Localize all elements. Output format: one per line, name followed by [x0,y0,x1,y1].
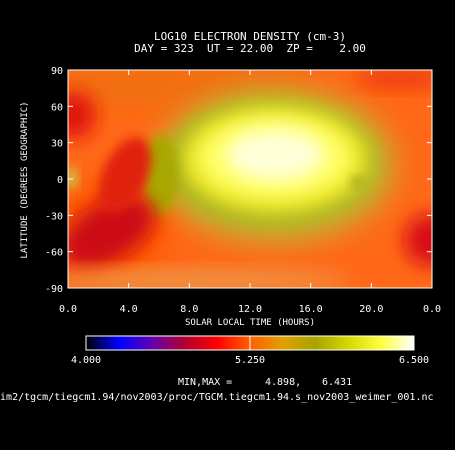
x-tick-label: 12.0 [238,304,262,315]
chart-subtitle: DAY = 323 UT = 22.00 ZP = 2.00 [134,42,366,55]
y-tick-label: -30 [45,211,63,222]
heatmap-olive-spot [350,176,366,188]
y-tick-label: -90 [45,284,63,295]
y-axis-ticks: 90 60 30 0 -30 -60 -90 [45,66,432,295]
x-tick-label: 4.0 [120,304,138,315]
y-tick-label: 60 [51,102,63,113]
max-value: 6.431 [322,377,352,388]
heatmap-peak-core [225,129,325,181]
heatmap-pale-south [68,268,350,288]
x-axis-label: SOLAR LOCAL TIME (HOURS) [185,318,315,328]
x-tick-label: 16.0 [299,304,323,315]
y-tick-label: -60 [45,248,63,259]
x-tick-label: 20.0 [359,304,383,315]
heatmap-red-minimum-east [404,214,432,266]
heatmap-red-north-east [355,70,432,90]
heatmap-green-tongue [142,135,178,215]
colorbar-label-max: 6.500 [399,355,429,366]
x-tick-label: 8.0 [180,304,198,315]
heatmap-red-minimum-northwest [68,91,96,139]
x-tick-label: 0.0 [59,304,77,315]
heatmap-field [68,70,432,288]
heatmap-red-band [98,137,152,213]
minmax-label: MIN,MAX = [178,377,232,388]
min-value: 4.898, [265,377,301,388]
heatmap-olive-west-edge [68,166,78,190]
colorbar-label-min: 4.000 [71,355,101,366]
chart-title: LOG10 ELECTRON DENSITY (cm-3) [154,30,346,43]
x-tick-label: 0.0 [423,304,441,315]
y-tick-label: 90 [51,66,63,77]
y-tick-label: 30 [51,139,63,150]
y-tick-label: 0 [57,175,63,186]
colorbar-label-mid: 5.250 [235,355,265,366]
file-path: /aim2/tgcm/tiegcm1.94/nov2003/proc/TGCM.… [0,392,434,403]
x-axis-ticks: 0.0 4.0 8.0 12.0 16.0 20.0 0.0 [59,70,441,315]
heatmap-red-minimum-southwest [68,195,156,269]
y-axis-label: LATITUDE (DEGREES GEOGRAPHIC) [20,101,30,258]
